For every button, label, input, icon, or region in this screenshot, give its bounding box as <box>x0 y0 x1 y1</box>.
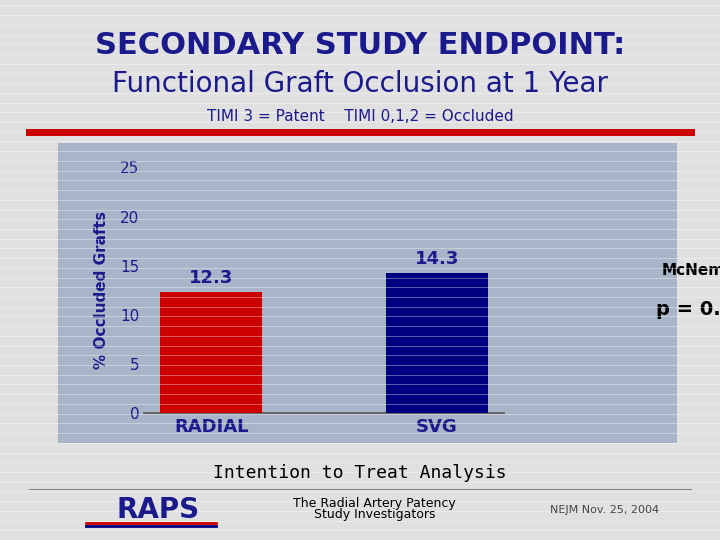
Text: Functional Graft Occlusion at 1 Year: Functional Graft Occlusion at 1 Year <box>112 70 608 98</box>
Text: p = 0.37: p = 0.37 <box>656 300 720 319</box>
Text: TIMI 3 = Patent    TIMI 0,1,2 = Occluded: TIMI 3 = Patent TIMI 0,1,2 = Occluded <box>207 109 513 124</box>
Bar <box>386 273 487 413</box>
Bar <box>161 292 262 413</box>
Text: NEJM Nov. 25, 2004: NEJM Nov. 25, 2004 <box>550 505 660 515</box>
Text: Intention to Treat Analysis: Intention to Treat Analysis <box>213 463 507 482</box>
Text: 14.3: 14.3 <box>415 249 459 268</box>
Text: SECONDARY STUDY ENDPOINT:: SECONDARY STUDY ENDPOINT: <box>95 31 625 60</box>
Text: The Radial Artery Patency: The Radial Artery Patency <box>293 497 456 510</box>
Text: 12.3: 12.3 <box>189 269 233 287</box>
Text: RAPS: RAPS <box>117 496 200 524</box>
Text: Study Investigators: Study Investigators <box>314 508 435 521</box>
Text: McNemar: McNemar <box>662 263 720 278</box>
Y-axis label: % Occluded Grafts: % Occluded Grafts <box>94 211 109 369</box>
